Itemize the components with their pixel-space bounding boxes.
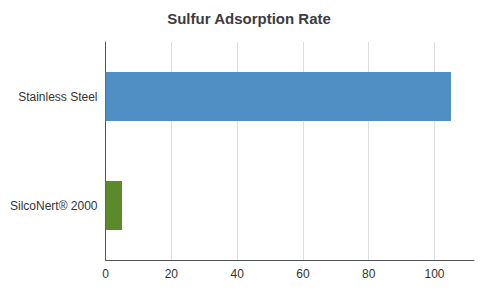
svg-text:Stainless Steel: Stainless Steel	[18, 90, 97, 104]
svg-text:Sulfur Adsorption Rate: Sulfur Adsorption Rate	[167, 10, 331, 27]
svg-text:40: 40	[230, 267, 244, 281]
svg-text:0: 0	[102, 267, 109, 281]
svg-text:SilcoNert® 2000: SilcoNert® 2000	[10, 199, 98, 213]
svg-text:80: 80	[362, 267, 376, 281]
svg-text:20: 20	[165, 267, 179, 281]
svg-text:60: 60	[296, 267, 310, 281]
svg-text:100: 100	[425, 267, 445, 281]
